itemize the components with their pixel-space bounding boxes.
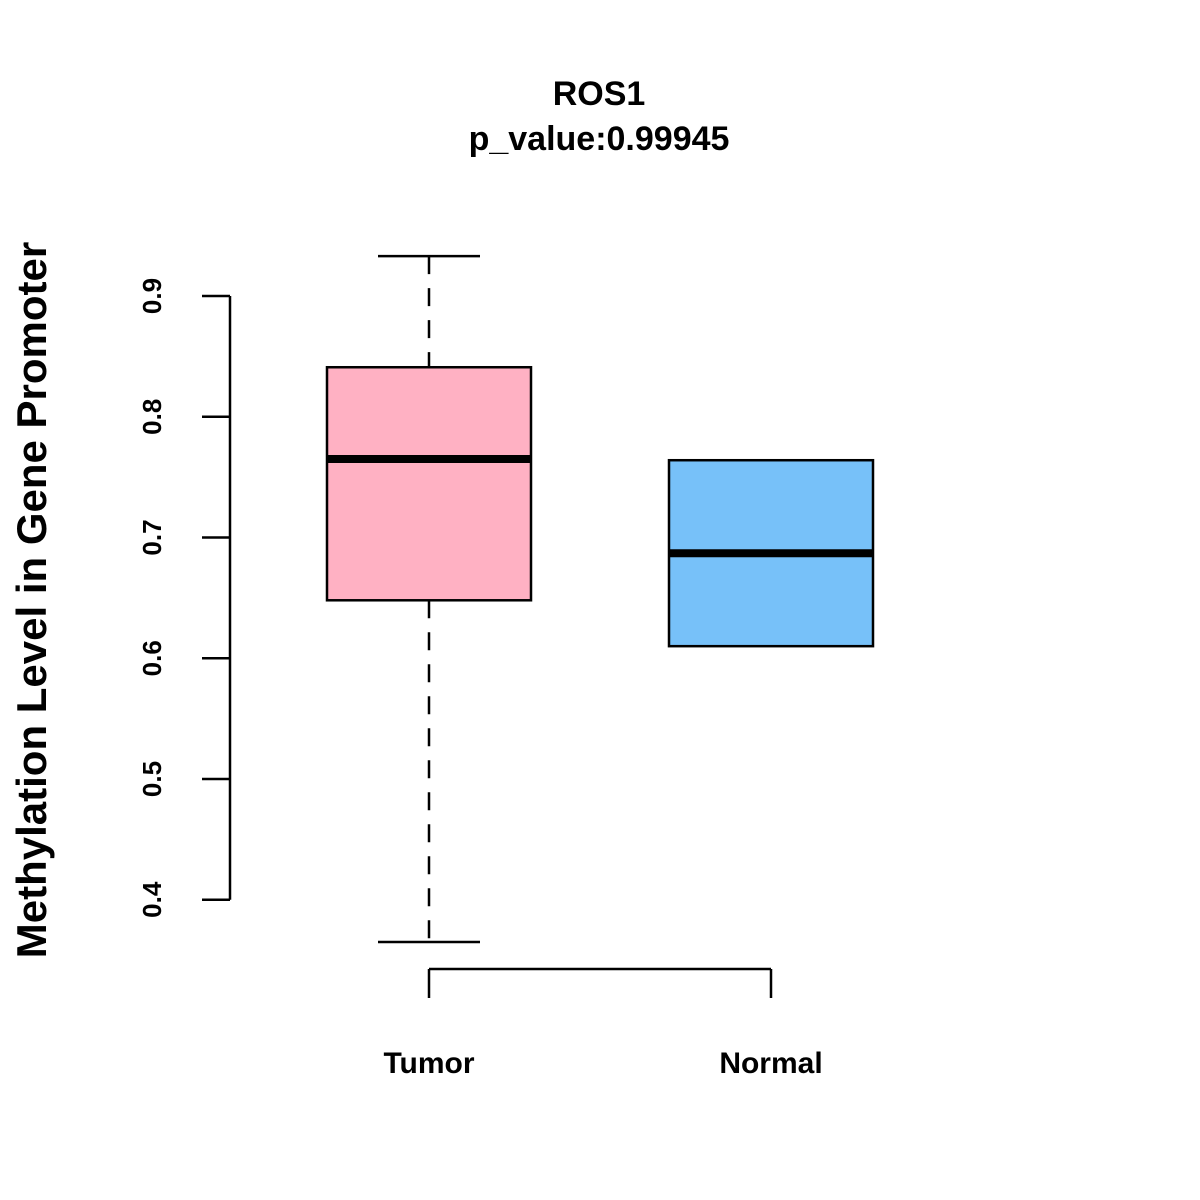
iqr-box-tumor xyxy=(325,365,533,602)
y-tick-label: 0.8 xyxy=(137,399,167,435)
box-normal xyxy=(667,458,875,648)
y-axis-label: Methylation Level in Gene Promoter xyxy=(8,242,55,958)
x-axis: Tumor Normal xyxy=(383,967,823,1080)
y-tick-label: 0.6 xyxy=(137,640,167,676)
y-tick-label: 0.7 xyxy=(137,519,167,555)
chart-title: ROS1 xyxy=(553,75,646,113)
x-tick-label-normal: Normal xyxy=(719,1047,822,1080)
y-axis: 0.4 0.5 0.6 0.7 0.8 0.9 xyxy=(137,278,232,918)
x-tick-label-tumor: Tumor xyxy=(383,1047,474,1080)
boxes-group xyxy=(325,254,875,944)
chart-subtitle: p_value:0.99945 xyxy=(469,120,730,158)
y-tick-label: 0.4 xyxy=(137,881,167,918)
y-tick-label: 0.9 xyxy=(137,278,167,314)
y-tick-label: 0.5 xyxy=(137,761,167,797)
box-tumor xyxy=(325,254,533,944)
